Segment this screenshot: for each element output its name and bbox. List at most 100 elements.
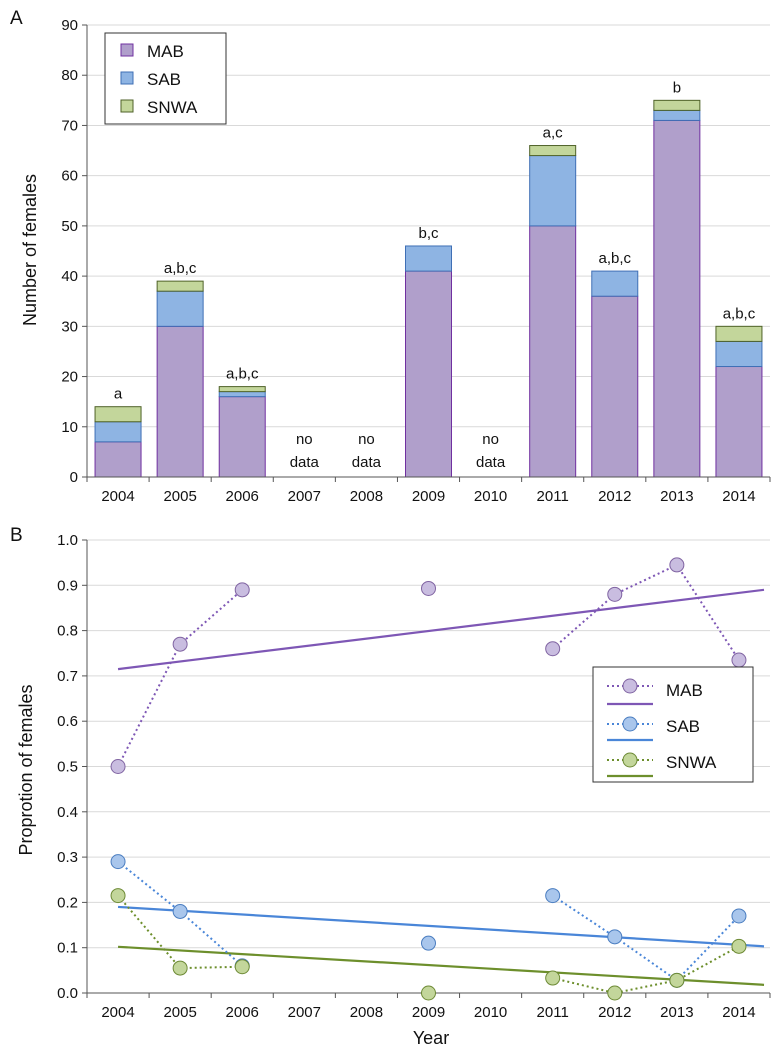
connector-sab: [552, 894, 740, 982]
legend-marker-snwa: [622, 752, 638, 768]
bar-sab: [405, 245, 452, 272]
x-tick-label-a: 2008: [350, 488, 383, 505]
y-tick-label-b: 0.5: [57, 759, 78, 776]
bar-sab: [529, 155, 577, 227]
point-sab: [545, 888, 561, 904]
bar-sab: [218, 391, 266, 398]
legend-label-snwa: SNWA: [147, 98, 198, 117]
x-tick-label-a: 2009: [412, 488, 445, 505]
x-tick-label-b: 2004: [101, 1004, 134, 1021]
y-tick-label-a: 60: [61, 168, 78, 185]
x-tick-label-a: 2007: [288, 488, 321, 505]
point-mab: [607, 586, 623, 602]
y-tick-label-b: 0.0: [57, 985, 78, 1002]
y-tick-label-b: 0.2: [57, 894, 78, 911]
y-tick-label-b: 0.7: [57, 668, 78, 685]
bar-sab: [156, 290, 204, 327]
x-tick-label-b: 2006: [226, 1004, 259, 1021]
bar-mab: [218, 396, 266, 478]
x-tick-label-b: 2010: [474, 1004, 507, 1021]
no-data-label: no: [358, 431, 375, 448]
x-tick-label-b: 2009: [412, 1004, 445, 1021]
point-snwa: [669, 972, 685, 988]
point-mab: [669, 557, 685, 573]
bar-annotation: a,b,c: [723, 305, 756, 322]
x-tick-label-a: 2010: [474, 488, 507, 505]
legend-swatch-sab: [120, 71, 134, 85]
panel-label-a: A: [10, 8, 23, 29]
bar-snwa: [529, 145, 577, 157]
legend-b: [592, 666, 754, 783]
legend-swatch-snwa: [120, 99, 134, 113]
trend-line-snwa: [117, 945, 765, 986]
point-mab: [172, 636, 188, 652]
stacked-bar-chart: 0 10 20 30 40 50 60 70 80 90 a 2004 a,b,c 2005 a,b,c 20…: [61, 17, 771, 505]
y-tick-label-a: 80: [61, 67, 78, 84]
bar-annotation: a,c: [543, 125, 564, 142]
bar-mab: [653, 119, 701, 478]
x-tick-label-a: 2006: [226, 488, 259, 505]
legend-marker-mab: [622, 678, 638, 694]
proportion-line-chart: 0.0 0.1 0.2 0.3 0.4 0.5 0.6 0.7 0.8 0.9 1.0 2004 200…: [57, 532, 771, 1021]
point-mab: [545, 641, 561, 657]
x-tick-label-a: 2012: [598, 488, 631, 505]
no-data-label: data: [290, 454, 320, 471]
y-tick-label-b: 0.1: [57, 940, 78, 957]
bar-snwa: [156, 280, 204, 292]
legend-label-sab: SAB: [147, 70, 181, 89]
point-mab: [234, 582, 250, 598]
point-snwa: [234, 959, 250, 975]
point-sab: [110, 854, 126, 870]
point-snwa: [172, 960, 188, 976]
connector-mab: [117, 589, 243, 767]
no-data-label: no: [296, 431, 313, 448]
y-tick-label-b: 1.0: [57, 532, 78, 549]
y-tick-label-a: 0: [70, 469, 78, 486]
trend-line-mab: [117, 588, 765, 671]
bar-snwa: [218, 386, 266, 393]
y-tick-label-a: 70: [61, 117, 78, 134]
point-mab: [110, 759, 126, 774]
y-tick-label-b: 0.3: [57, 849, 78, 866]
point-snwa: [110, 888, 126, 904]
panel-label-b: B: [10, 525, 23, 546]
trend-line-sab: [117, 905, 765, 948]
legend-label-mab: MAB: [666, 681, 703, 700]
x-tick-label-a: 2004: [101, 488, 134, 505]
y-tick-label-b: 0.8: [57, 623, 78, 640]
y-axis-title-a: Number of females: [20, 174, 40, 326]
bar-snwa: [653, 99, 701, 111]
x-tick-label-b: 2005: [163, 1004, 196, 1021]
no-data-label: data: [352, 454, 382, 471]
bar-mab: [529, 225, 577, 478]
y-tick-label-b: 0.4: [57, 804, 78, 821]
legend-marker-sab: [622, 716, 638, 732]
x-tick-label-b: 2014: [722, 1004, 755, 1021]
point-sab: [172, 903, 188, 919]
point-sab: [607, 929, 623, 945]
y-tick-label-a: 30: [61, 318, 78, 335]
x-tick-label-a: 2005: [163, 488, 196, 505]
y-tick-label-b: 0.6: [57, 713, 78, 730]
x-tick-label-b: 2011: [537, 1004, 569, 1021]
y-axis-title-b: Proprotion of females: [16, 684, 36, 855]
y-tick-label-a: 90: [61, 17, 78, 34]
no-data-label: data: [476, 454, 506, 471]
bar-snwa: [715, 325, 763, 342]
y-tick-label-a: 10: [61, 419, 78, 436]
bar-annotation: b,c: [418, 225, 439, 242]
bar-annotation: a,b,c: [164, 260, 197, 277]
y-tick-label-a: 50: [61, 218, 78, 235]
no-data-label: no: [482, 431, 499, 448]
point-sab: [731, 908, 747, 924]
x-tick-label-a: 2014: [722, 488, 755, 505]
bar-snwa: [94, 406, 142, 423]
y-tick-label-a: 20: [61, 369, 78, 386]
bar-annotation: a: [114, 386, 123, 403]
x-tick-label-a: 2013: [660, 488, 693, 505]
point-snwa: [545, 970, 561, 986]
connector-mab: [552, 563, 740, 661]
bar-sab: [715, 340, 763, 368]
bar-mab: [156, 325, 204, 478]
y-tick-label-a: 40: [61, 268, 78, 285]
